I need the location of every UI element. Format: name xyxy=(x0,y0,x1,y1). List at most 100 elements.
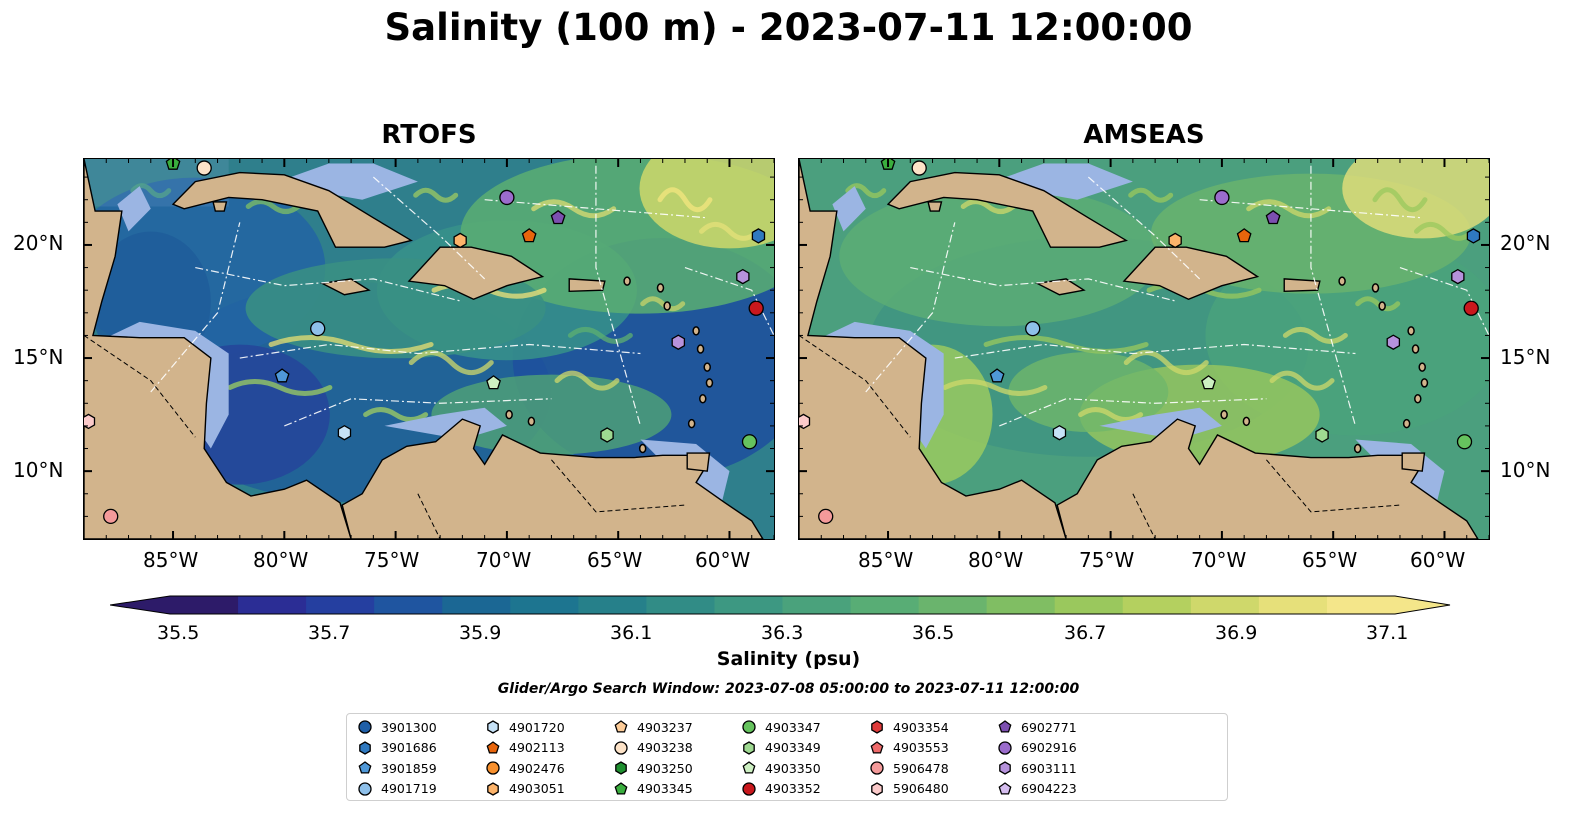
legend-label: 6903111 xyxy=(1021,760,1077,776)
colorbar-bin xyxy=(1122,596,1192,614)
legend-item: 4903350 xyxy=(741,759,821,777)
legend-label: 3901859 xyxy=(381,760,437,776)
lon-tick-amseas-65: 65°W xyxy=(1302,548,1358,572)
map-panel-amseas[interactable] xyxy=(798,158,1490,540)
float-marker[interactable] xyxy=(337,424,352,441)
colorbar-tick: 35.7 xyxy=(308,622,351,644)
pentagon-marker-icon xyxy=(358,761,372,774)
lat-tick-left-15: 15°N xyxy=(13,345,64,369)
float-marker[interactable] xyxy=(1456,434,1473,450)
circle-marker-icon xyxy=(614,740,628,755)
colorbar-label: Salinity (psu) xyxy=(716,648,861,670)
float-marker[interactable] xyxy=(1052,424,1067,441)
panel-title-rtofs: RTOFS xyxy=(381,120,477,150)
float-marker[interactable] xyxy=(1214,189,1230,206)
float-marker[interactable] xyxy=(818,508,834,525)
colorbar-bin xyxy=(374,596,443,614)
hexagon-marker-icon xyxy=(743,740,755,755)
float-marker[interactable] xyxy=(989,368,1005,383)
colorbar-bin xyxy=(510,596,579,614)
page-title: Salinity (100 m) - 2023-07-11 12:00:00 xyxy=(384,6,1193,49)
float-marker[interactable] xyxy=(1168,232,1182,249)
legend-item: 6902771 xyxy=(997,718,1077,736)
legend-item: 4903347 xyxy=(741,718,821,736)
hexagon-marker-icon xyxy=(487,720,499,734)
float-marker[interactable] xyxy=(196,160,212,176)
float-marker[interactable] xyxy=(736,268,750,285)
colorbar-bin xyxy=(782,596,852,614)
hexagon-marker-icon xyxy=(871,781,883,796)
colorbar-bin xyxy=(306,596,375,614)
colorbar-bin xyxy=(646,596,715,614)
float-marker[interactable] xyxy=(1463,300,1479,316)
float-marker[interactable] xyxy=(911,160,927,176)
float-marker[interactable] xyxy=(751,228,766,244)
colorbar-bin xyxy=(850,596,920,614)
lat-tick-left-10: 10°N xyxy=(13,458,64,482)
map-rtofs xyxy=(84,159,774,539)
float-marker[interactable] xyxy=(1386,334,1401,350)
legend-item: 3901859 xyxy=(357,759,437,777)
pentagon-marker-icon xyxy=(486,740,500,754)
float-marker[interactable] xyxy=(600,427,614,443)
hexagon-marker-icon xyxy=(999,761,1011,775)
legend-item: 5906480 xyxy=(869,780,949,798)
colorbar-bin xyxy=(714,596,783,614)
float-marker[interactable] xyxy=(671,334,686,350)
legend-item: 4901720 xyxy=(485,718,565,736)
legend-label: 4903553 xyxy=(893,740,949,755)
legend-label: 3901686 xyxy=(381,740,437,755)
float-marker[interactable] xyxy=(1236,228,1252,243)
hexagon-marker-icon xyxy=(487,781,499,796)
float-marker[interactable] xyxy=(1466,228,1481,244)
pentagon-marker-icon xyxy=(998,720,1012,733)
legend-label: 4903350 xyxy=(765,760,821,776)
float-marker[interactable] xyxy=(499,189,515,206)
float-marker[interactable] xyxy=(1451,268,1465,285)
float-marker[interactable] xyxy=(550,210,566,225)
map-panel-rtofs[interactable] xyxy=(83,158,775,540)
float-marker[interactable] xyxy=(310,320,326,337)
circle-marker-icon xyxy=(998,740,1012,755)
colorbar-bin xyxy=(238,596,307,614)
legend-label: 4901720 xyxy=(509,719,565,735)
legend-label: 6904223 xyxy=(1021,781,1077,796)
float-marker[interactable] xyxy=(521,228,537,243)
map-amseas xyxy=(799,159,1489,539)
lat-tick-right-10: 10°N xyxy=(1500,458,1551,482)
float-marker[interactable] xyxy=(1025,320,1041,337)
legend-label: 4902476 xyxy=(509,760,565,776)
float-marker[interactable] xyxy=(453,232,467,249)
hexagon-marker-icon xyxy=(871,720,883,734)
circle-marker-icon xyxy=(486,761,500,775)
legend-item: 4901719 xyxy=(357,780,437,798)
float-marker[interactable] xyxy=(274,368,290,383)
legend-label: 4903051 xyxy=(509,781,565,796)
float-marker[interactable] xyxy=(741,434,758,450)
panel-title-amseas: AMSEAS xyxy=(1083,120,1205,150)
lon-tick-amseas-80: 80°W xyxy=(968,548,1024,572)
float-marker[interactable] xyxy=(1201,375,1216,390)
float-marker[interactable] xyxy=(103,508,119,525)
legend-item: 4903349 xyxy=(741,739,821,757)
legend-label: 4903345 xyxy=(637,781,693,796)
lon-tick-rtofs-85: 85°W xyxy=(143,548,199,572)
float-marker[interactable] xyxy=(486,375,501,390)
pentagon-marker-icon xyxy=(742,761,756,774)
float-marker[interactable] xyxy=(799,413,811,430)
legend-item: 4903238 xyxy=(613,739,693,757)
colorbar-bin xyxy=(1054,596,1124,614)
legend-label: 4903237 xyxy=(637,719,693,735)
legend-label: 5906478 xyxy=(893,760,949,776)
circle-marker-icon xyxy=(358,781,372,796)
float-marker[interactable] xyxy=(84,413,96,430)
float-marker[interactable] xyxy=(748,300,764,316)
colorbar-bin xyxy=(918,596,988,614)
float-legend: 3901300 3901686 3901859 4901719 4901720 49021… xyxy=(346,713,1228,801)
lat-tick-left-20: 20°N xyxy=(13,231,64,255)
float-marker[interactable] xyxy=(1265,210,1281,225)
colorbar-bin xyxy=(1258,596,1328,614)
legend-item: 4903345 xyxy=(613,780,693,798)
legend-label: 5906480 xyxy=(893,781,949,796)
float-marker[interactable] xyxy=(1315,427,1329,443)
